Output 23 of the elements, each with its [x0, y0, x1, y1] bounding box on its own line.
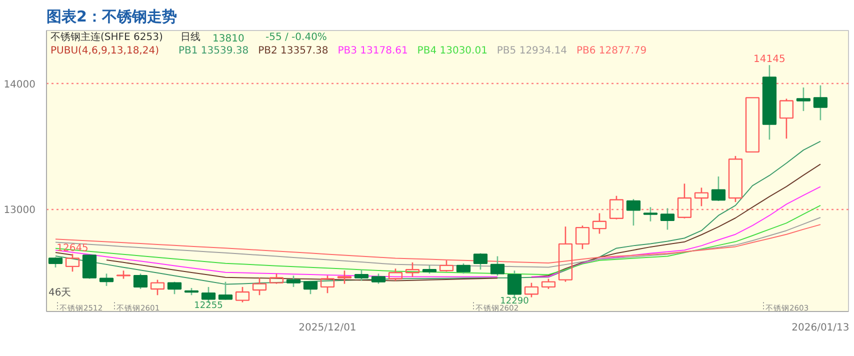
annotation: 46天	[48, 288, 72, 299]
y-tick-label: 14000	[4, 79, 36, 90]
annotation: 13810	[212, 34, 244, 45]
chart-title: 图表2：不锈钢走势	[46, 8, 177, 26]
text: PB5 12934.14	[496, 45, 568, 56]
candlestick	[762, 64, 777, 140]
candlestick	[796, 86, 811, 112]
text: PB4 13030.01	[417, 45, 488, 56]
text: PB2 13357.38	[258, 45, 328, 56]
x-tick-label: 2026/01/13	[792, 322, 850, 334]
text: PB6 12877.79	[576, 45, 647, 56]
x-tick-label: 2025/12/01	[298, 322, 356, 334]
text: PB3 13178.61	[338, 45, 408, 56]
annotation: -55 / -0.40%	[266, 32, 327, 44]
text: 14145	[754, 54, 786, 66]
text: 12255	[194, 300, 223, 311]
text: PB1 13539.38	[178, 45, 249, 56]
legend-title: PUBU(4,6,9,13,18,24)	[50, 45, 160, 56]
annotation: 日线	[180, 31, 200, 44]
annotation: 不锈钢主连(SHFE 6253)	[50, 31, 163, 44]
line-series	[55, 224, 821, 264]
y-tick-label: 13000	[4, 205, 36, 216]
candlestick	[813, 84, 828, 121]
